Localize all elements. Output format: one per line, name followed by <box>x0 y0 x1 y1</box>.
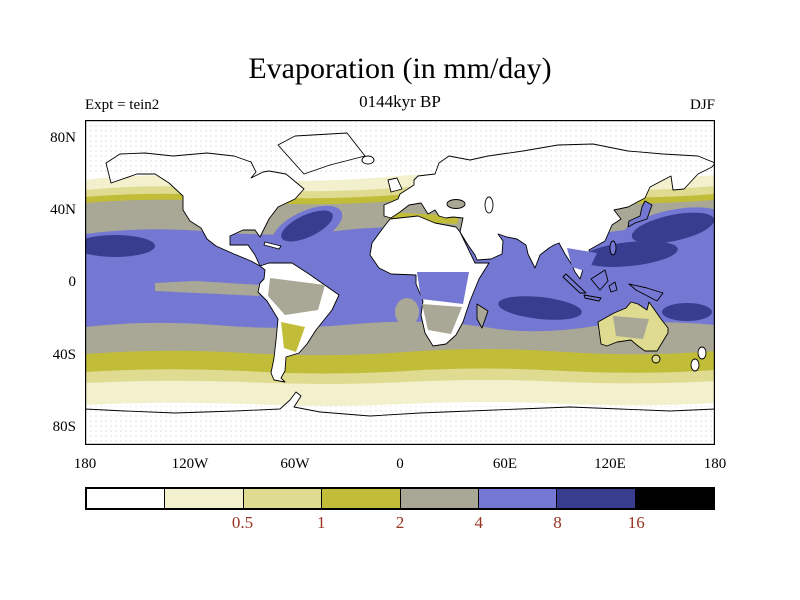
island-sulawesi <box>608 281 618 293</box>
colorbar-swatch-6 <box>557 489 636 508</box>
polar-stipple <box>85 120 715 445</box>
colorbar-swatch-2 <box>243 489 323 508</box>
y-tick-80s: 80S <box>52 419 76 435</box>
y-tick-40s: 40S <box>52 347 76 363</box>
colorbar-swatch-3 <box>322 489 401 508</box>
colorbar <box>85 487 715 510</box>
colorbar-label-4: 4 <box>474 513 484 532</box>
colorbar-label-2: 2 <box>395 513 405 532</box>
colorbar-label-16: 16 <box>627 513 645 532</box>
island-philippines <box>609 240 617 256</box>
island-madagascar <box>476 303 489 329</box>
island-new-zealand-north <box>697 346 707 360</box>
x-tick-60e: 60E <box>492 456 518 472</box>
inland-seas <box>446 196 494 214</box>
island-java <box>583 294 602 302</box>
land-evaporation-overlays <box>268 248 649 352</box>
map-panel <box>75 120 727 446</box>
black-sea <box>446 199 466 209</box>
island-tasmania <box>651 354 661 364</box>
colorbar-label-0.5: 0.5 <box>231 513 254 532</box>
x-tick-180w: 180 <box>73 456 97 472</box>
season-label: DJF <box>689 97 715 113</box>
colorbar-swatch-1 <box>165 489 244 508</box>
colorbar-swatch-4 <box>400 489 479 508</box>
x-tick-60w: 60W <box>280 456 310 472</box>
island-new-zealand-south <box>690 358 700 372</box>
x-tick-180e: 180 <box>703 456 727 472</box>
island-cuba <box>263 241 282 250</box>
colorbar-swatch-5 <box>478 489 558 508</box>
y-tick-0: 0 <box>68 274 77 290</box>
experiment-label: Expt = tein2 <box>85 97 160 113</box>
y-tick-40n: 40N <box>50 202 76 218</box>
x-tick-120e: 120E <box>594 456 626 472</box>
plot-frame <box>85 120 715 445</box>
colorbar-label-1: 1 <box>317 513 326 532</box>
island-borneo <box>590 269 609 291</box>
chart-subtitle: 0144kyr BP <box>359 92 441 111</box>
x-tick-0: 0 <box>396 456 404 472</box>
world-evaporation-map <box>75 120 727 446</box>
x-tick-120w: 120W <box>171 456 209 472</box>
island-sumatra <box>562 273 587 294</box>
colorbar-swatch-0 <box>87 489 166 508</box>
colorbar-label-8: 8 <box>553 513 562 532</box>
island-japan <box>627 200 653 228</box>
y-tick-80n: 80N <box>50 130 76 146</box>
chart-title: Evaporation (in mm/day) <box>248 52 552 85</box>
colorbar-swatch-7 <box>635 489 713 508</box>
island-uk <box>387 177 403 193</box>
island-new-guinea <box>628 283 664 302</box>
caspian-sea <box>484 196 494 214</box>
